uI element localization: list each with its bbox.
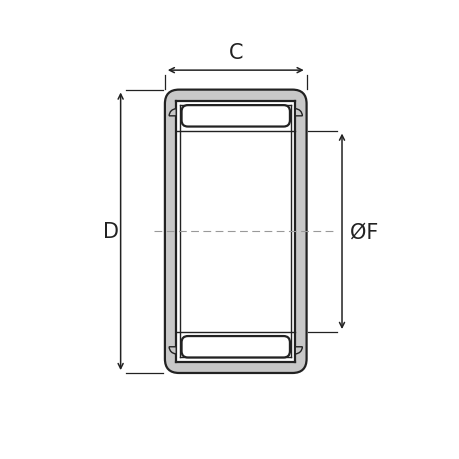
Text: D: D (102, 222, 118, 242)
Text: ØF: ØF (349, 222, 377, 242)
Wedge shape (295, 347, 302, 354)
FancyBboxPatch shape (181, 336, 289, 358)
Wedge shape (169, 110, 176, 117)
Bar (176, 102, 295, 362)
FancyBboxPatch shape (164, 90, 306, 373)
Wedge shape (295, 110, 302, 117)
Wedge shape (169, 347, 176, 354)
FancyBboxPatch shape (181, 106, 289, 127)
Text: C: C (228, 43, 242, 63)
